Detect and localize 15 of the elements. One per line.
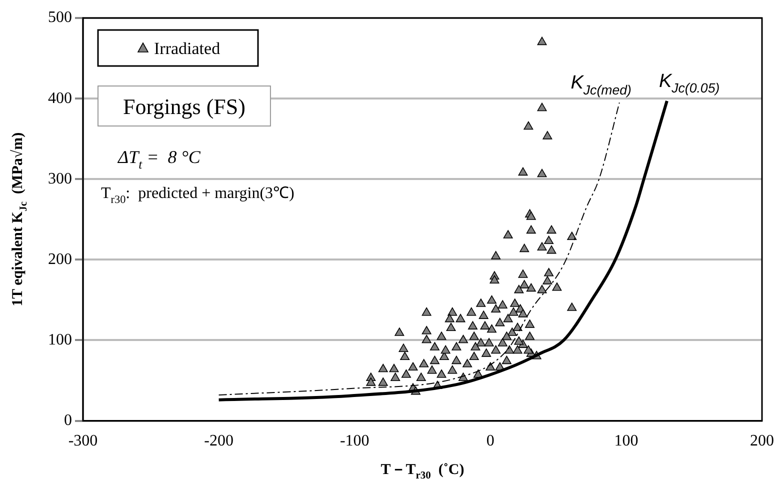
y-axis-title: 1T eqivalent KJc (MPa√m): [10, 132, 30, 306]
y-tick-label: 300: [48, 170, 72, 188]
annotation: Forgings (FS): [123, 94, 246, 119]
y-tick-label: 200: [48, 250, 72, 268]
legend-label: Irradiated: [154, 39, 221, 58]
y-tick-label: 500: [48, 9, 72, 26]
x-tick-label: -300: [68, 432, 98, 450]
y-tick-label: 0: [64, 412, 72, 430]
x-tick-label: -100: [340, 432, 370, 450]
x-tick-label: 0: [486, 432, 494, 450]
y-tick-label: 400: [48, 90, 72, 107]
y-tick-label: 100: [48, 331, 72, 348]
x-tick-label: 100: [614, 432, 638, 450]
x-tick-label: 200: [750, 432, 774, 450]
x-tick-label: -200: [204, 432, 234, 450]
